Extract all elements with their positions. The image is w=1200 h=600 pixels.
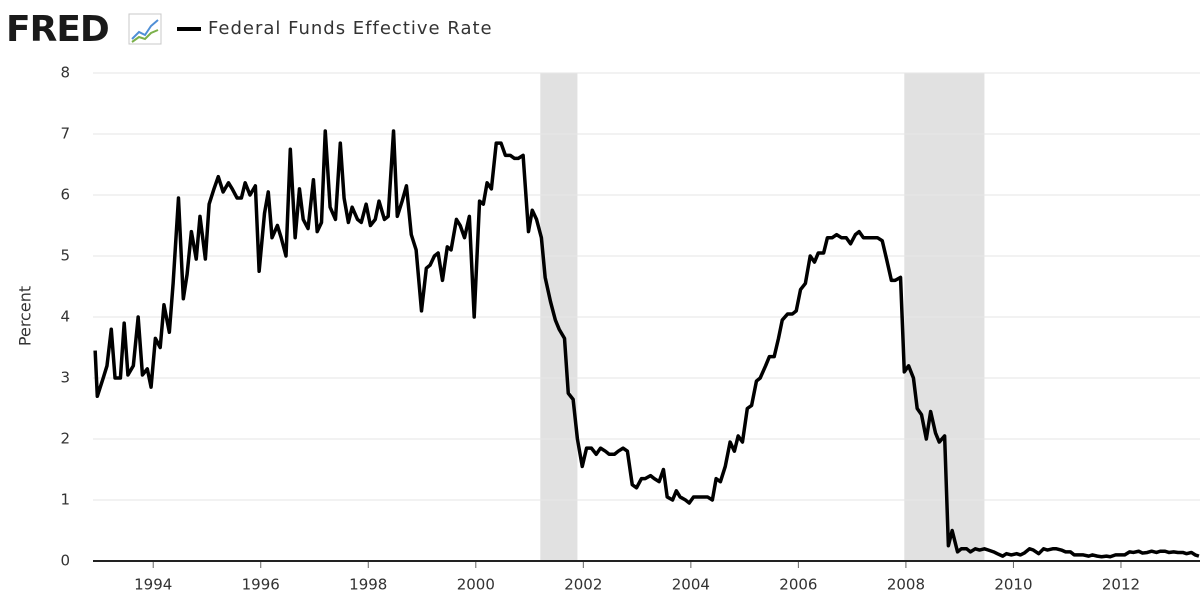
y-axis-label: Percent xyxy=(16,286,35,346)
logo-icon xyxy=(128,13,162,45)
y-tick-label: 2 xyxy=(60,430,70,448)
y-tick-label: 1 xyxy=(60,491,70,509)
y-tick-label: 5 xyxy=(60,247,70,265)
x-tick-label: 2002 xyxy=(564,576,602,594)
line-layer xyxy=(93,129,1200,559)
y-tick-label: 6 xyxy=(60,186,70,204)
x-tick-label: 2010 xyxy=(994,576,1032,594)
x-tick-label: 2008 xyxy=(887,576,925,594)
x-tick-label: 2012 xyxy=(1102,576,1140,594)
logo: FRED xyxy=(6,9,109,50)
x-tick-label: 2004 xyxy=(672,576,710,594)
legend-label: Federal Funds Effective Rate xyxy=(208,18,493,39)
x-tick-label: 2006 xyxy=(779,576,817,594)
series-line xyxy=(93,129,1200,559)
x-tick-label: 1998 xyxy=(349,576,387,594)
y-tick-label: 8 xyxy=(60,64,70,82)
y-tick-label: 3 xyxy=(60,369,70,387)
grid-layer xyxy=(93,72,1200,568)
y-tick-label: 0 xyxy=(60,552,70,570)
y-tick-label: 4 xyxy=(60,308,70,326)
y-tick-label: 7 xyxy=(60,125,70,143)
x-tick-label: 1996 xyxy=(242,576,280,594)
x-tick-label: 1994 xyxy=(134,576,172,594)
label-layer: 0 1 2 3 4 5 6 7 8 1994 1996 1998 2000 2002 2004 2006 200… xyxy=(60,64,1140,594)
x-tick-label: 2000 xyxy=(457,576,495,594)
